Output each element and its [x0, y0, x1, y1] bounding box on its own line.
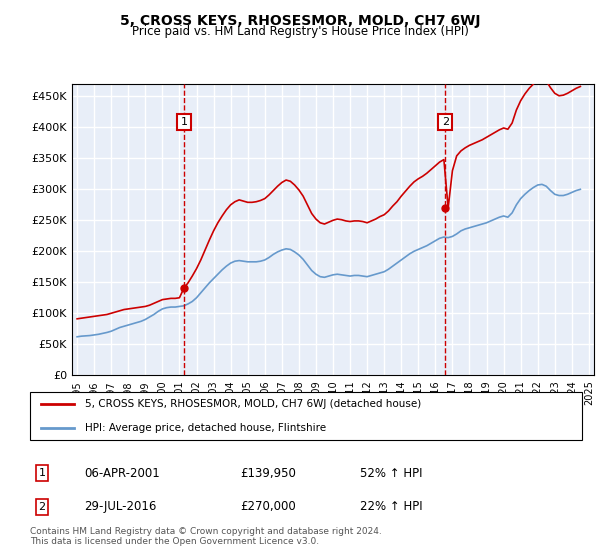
Text: HPI: Average price, detached house, Flintshire: HPI: Average price, detached house, Flin… [85, 423, 326, 433]
Text: 2: 2 [38, 502, 46, 512]
Text: 5, CROSS KEYS, RHOSESMOR, MOLD, CH7 6WJ: 5, CROSS KEYS, RHOSESMOR, MOLD, CH7 6WJ [120, 14, 480, 28]
Text: £270,000: £270,000 [240, 500, 296, 514]
Text: 22% ↑ HPI: 22% ↑ HPI [360, 500, 422, 514]
Text: 29-JUL-2016: 29-JUL-2016 [84, 500, 157, 514]
FancyBboxPatch shape [30, 392, 582, 440]
Text: Price paid vs. HM Land Registry's House Price Index (HPI): Price paid vs. HM Land Registry's House … [131, 25, 469, 38]
Text: 06-APR-2001: 06-APR-2001 [84, 466, 160, 480]
Text: Contains HM Land Registry data © Crown copyright and database right 2024.
This d: Contains HM Land Registry data © Crown c… [30, 526, 382, 546]
Text: 1: 1 [181, 117, 188, 127]
Text: 52% ↑ HPI: 52% ↑ HPI [360, 466, 422, 480]
Text: 2: 2 [442, 117, 449, 127]
Text: 1: 1 [38, 468, 46, 478]
Text: £139,950: £139,950 [240, 466, 296, 480]
Text: 5, CROSS KEYS, RHOSESMOR, MOLD, CH7 6WJ (detached house): 5, CROSS KEYS, RHOSESMOR, MOLD, CH7 6WJ … [85, 399, 421, 409]
